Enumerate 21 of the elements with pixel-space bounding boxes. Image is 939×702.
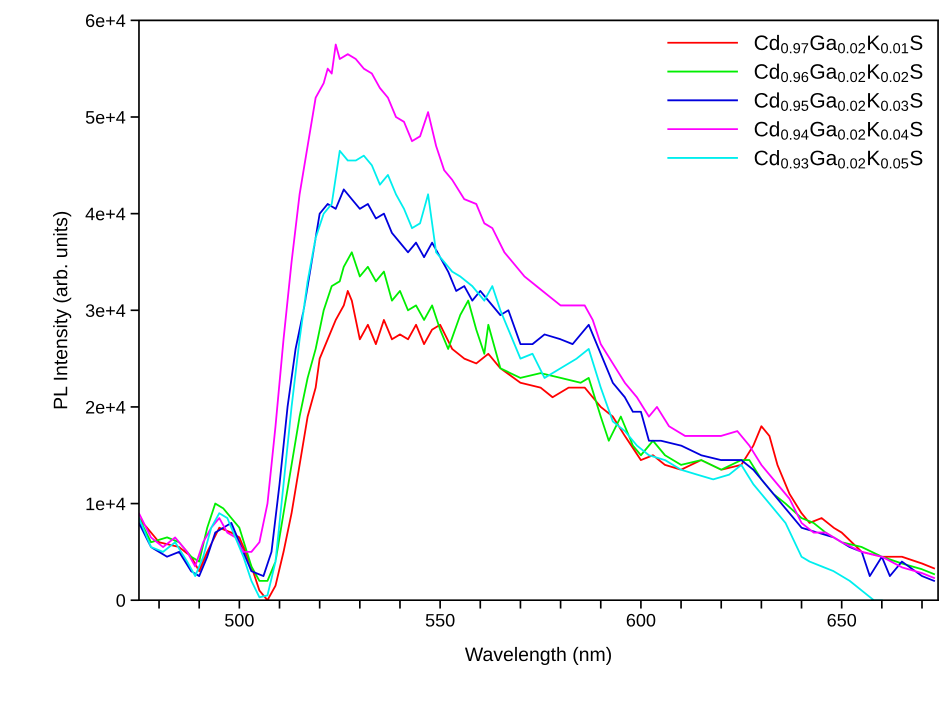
y-axis-title: PL Intensity (arb. units)	[53, 212, 72, 408]
line-series	[138, 251, 935, 582]
legend-label: Cd$_{0.97}$Ga$_{0.02}$K$_{0.01}$S	[754, 34, 922, 54]
y-tick-label: 4e+4	[86, 208, 126, 220]
legend-label: Cd$_{0.95}$Ga$_{0.02}$K$_{0.03}$S	[754, 92, 922, 111]
y-tick-label: 0	[116, 594, 126, 607]
y-tick-label: 5e+4	[86, 111, 126, 124]
x-tick-label: 550	[426, 614, 454, 627]
x-tick-label: 650	[828, 614, 856, 627]
x-tick-label: 500	[225, 614, 254, 627]
x-tick-label: 600	[626, 614, 656, 627]
line-series	[138, 290, 935, 600]
x-axis-title: Wavelength (nm)	[464, 646, 611, 666]
y-tick-label: 1e+4	[86, 498, 126, 510]
y-tick-label: 3e+4	[86, 304, 126, 318]
legend-label: Cd$_{0.96}$Ga$_{0.02}$K$_{0.02}$S	[754, 64, 922, 82]
y-tick-label: 2e+4	[86, 400, 126, 414]
y-tick-label: 6e+4	[86, 14, 126, 28]
legend-label: Cd$_{0.93}$Ga$_{0.02}$K$_{0.05}$S	[754, 150, 922, 169]
line-series	[138, 188, 935, 582]
legend-label: Cd$_{0.94}$Ga$_{0.02}$K$_{0.04}$S	[754, 121, 922, 140]
